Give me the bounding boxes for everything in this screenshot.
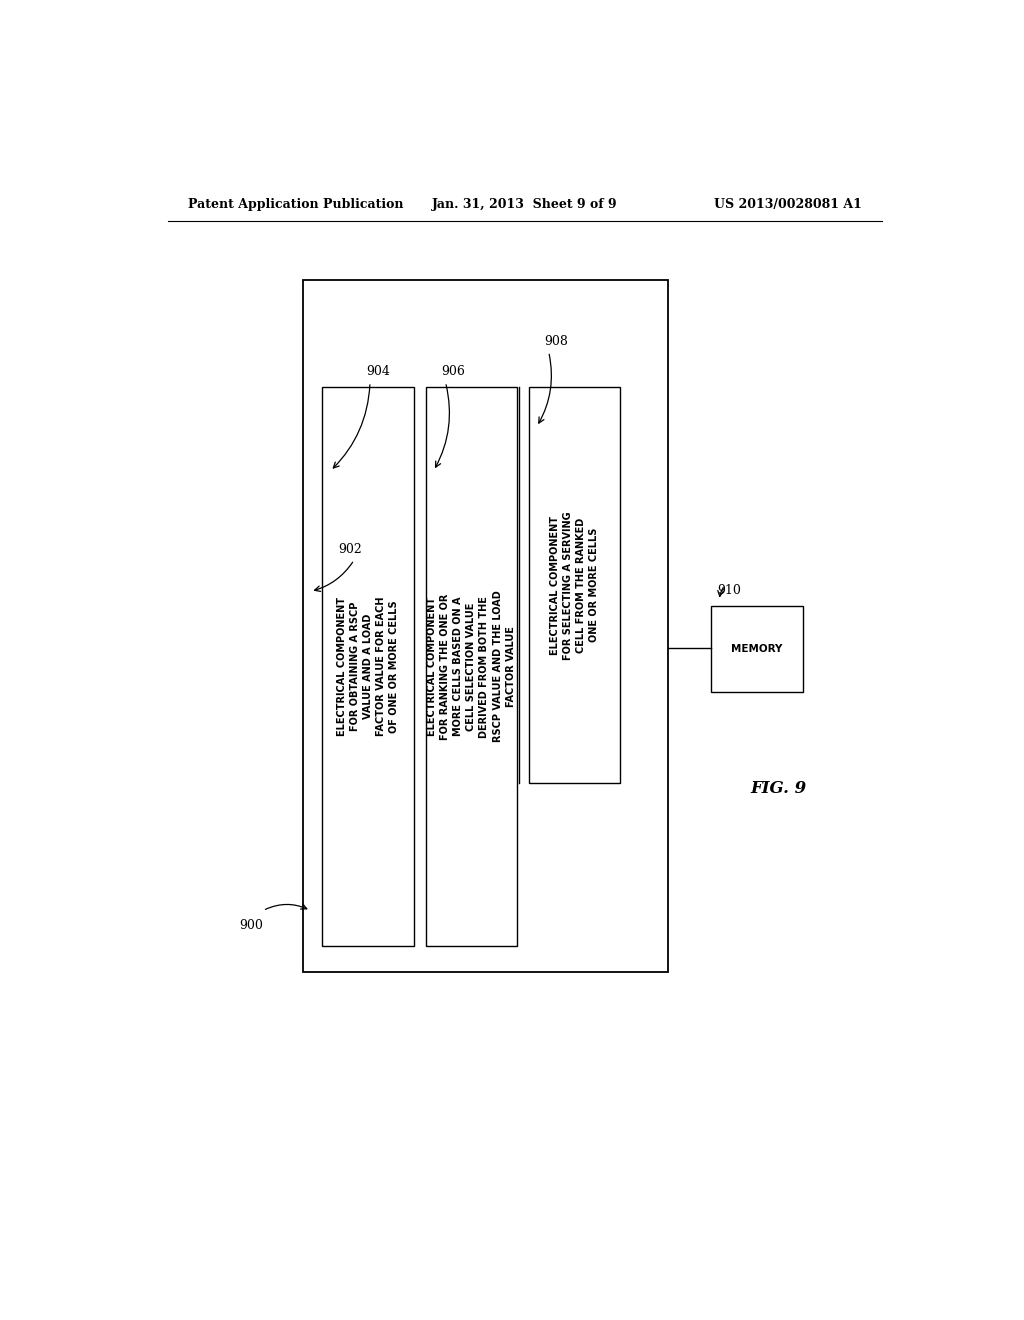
Text: ELECTRICAL COMPONENT
FOR RANKING THE ONE OR
MORE CELLS BASED ON A
CELL SELECTION: ELECTRICAL COMPONENT FOR RANKING THE ONE… (427, 591, 516, 742)
Text: 902: 902 (338, 544, 362, 556)
Bar (426, 387, 517, 946)
Text: 910: 910 (717, 583, 740, 597)
Text: MEMORY: MEMORY (731, 644, 782, 653)
Text: Patent Application Publication: Patent Application Publication (187, 198, 403, 211)
Text: 908: 908 (545, 335, 568, 348)
Bar (303, 280, 668, 972)
Text: Jan. 31, 2013  Sheet 9 of 9: Jan. 31, 2013 Sheet 9 of 9 (432, 198, 617, 211)
Text: FIG. 9: FIG. 9 (751, 780, 807, 797)
Bar (323, 387, 414, 946)
Text: ELECTRICAL COMPONENT
FOR OBTAINING A RSCP
VALUE AND A LOAD
FACTOR VALUE FOR EACH: ELECTRICAL COMPONENT FOR OBTAINING A RSC… (337, 597, 399, 737)
Text: 904: 904 (367, 366, 390, 379)
Text: US 2013/0028081 A1: US 2013/0028081 A1 (714, 198, 862, 211)
Bar (712, 606, 803, 692)
Text: 900: 900 (240, 919, 263, 932)
Text: 906: 906 (441, 366, 465, 379)
Text: ELECTRICAL COMPONENT
FOR SELECTING A SERVING
CELL FROM THE RANKED
ONE OR MORE CE: ELECTRICAL COMPONENT FOR SELECTING A SER… (550, 511, 599, 660)
Bar (528, 387, 621, 784)
